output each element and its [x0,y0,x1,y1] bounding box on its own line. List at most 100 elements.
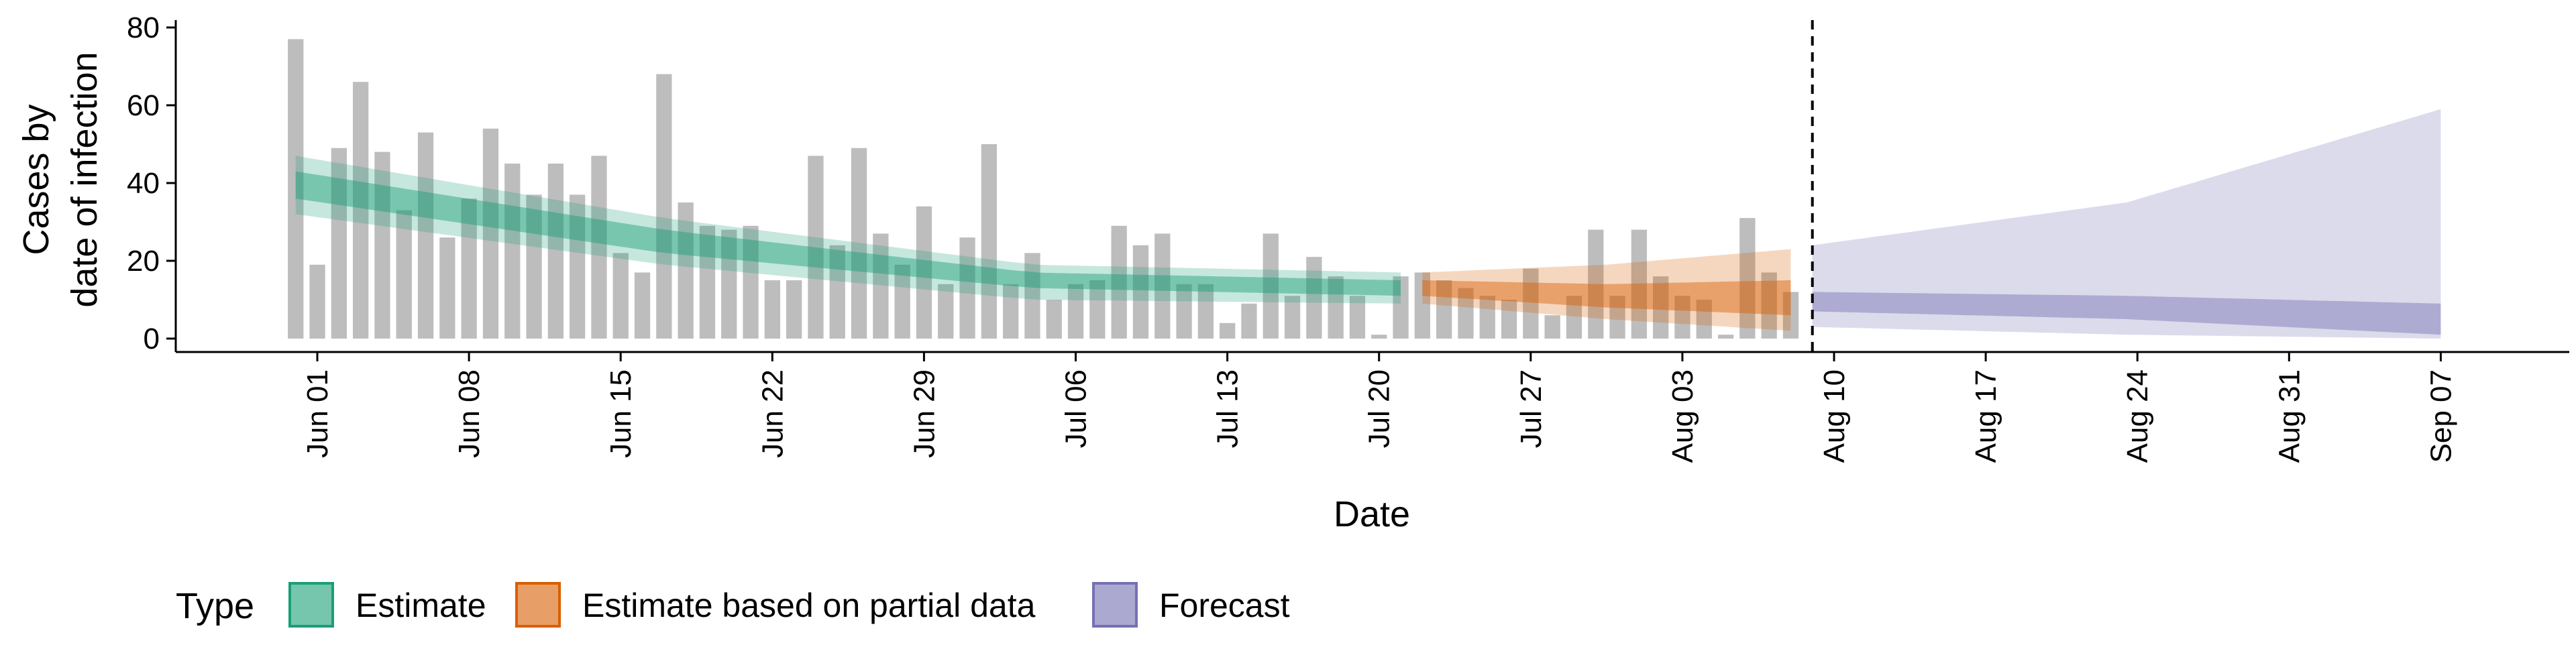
estimateouter-band [295,156,1401,304]
case-bar [1609,296,1625,339]
case-bar [786,280,802,339]
forecastinner-band [1812,292,2441,335]
case-bar [1414,272,1430,339]
case-bar [1501,300,1517,339]
case-bar [1132,245,1149,339]
case-bar [461,198,477,339]
case-bar [1306,257,1322,339]
legend-swatch-partial [515,582,561,628]
case-bar [1067,284,1084,339]
x-tick-label: Aug 03 [1666,369,1699,463]
case-bar [1761,272,1777,339]
x-tick-label: Jul 20 [1363,369,1396,448]
bands-layer [295,109,2441,339]
legend: Type Estimate Estimate based on partial … [176,582,1290,628]
case-bar [1696,300,1712,339]
y-tick-label: 0 [144,322,160,355]
case-bar [699,225,716,339]
case-bar [374,152,390,339]
estimateinner-band [295,171,1401,296]
case-bar [894,264,910,339]
case-bar [570,194,586,339]
case-bar [1111,225,1127,339]
case-bar [1197,284,1214,339]
case-bar [396,210,412,339]
case-bar [1523,268,1539,339]
case-bar [1155,233,1171,339]
case-bar [1653,276,1669,339]
x-tick-label: Aug 10 [1818,369,1851,463]
case-bar [1176,284,1192,339]
case-bar [482,128,499,339]
case-bar [916,206,932,339]
case-bar [1739,218,1756,339]
x-tick-label: Aug 17 [1970,369,2002,463]
case-bar [851,148,867,339]
y-axis-title-line2: date of infection [64,52,105,307]
y-tick-label: 60 [127,89,160,122]
case-bar [1674,296,1690,339]
case-bar [1089,280,1106,339]
estimate-based-on-partial-dataouter-band [1422,249,1791,331]
case-bar [353,82,369,339]
case-bar [591,156,607,339]
case-bar [1241,303,1257,339]
x-tick-label: Jul 27 [1515,369,1548,448]
legend-label-partial: Estimate based on partial data [582,587,1036,624]
y-tick-label: 40 [127,167,160,200]
case-bar [1220,322,1236,339]
case-bar [721,229,737,339]
estimate-based-on-partial-datainner-band [1422,280,1791,316]
case-bar [1263,233,1279,339]
bars-layer [288,39,1799,339]
case-bar [1782,292,1799,339]
case-bar [829,245,845,339]
case-bar [547,164,564,339]
case-bar [1479,296,1495,339]
x-tick-label: Aug 24 [2121,369,2154,463]
case-bar [331,148,347,339]
case-bar [1046,300,1062,339]
legend-swatch-forecast [1092,582,1138,628]
x-tick-label: Jun 15 [604,369,637,458]
case-bar [1566,296,1582,339]
x-tick-label: Jun 22 [756,369,789,458]
legend-title: Type [176,586,254,626]
x-tick-label: Aug 31 [2273,369,2306,463]
case-bar [439,237,455,339]
case-bar [1024,253,1040,339]
case-bar [1349,296,1366,339]
case-bar [634,272,651,339]
case-bar [417,132,434,339]
case-bar [1284,296,1301,339]
case-bar [1458,288,1474,339]
case-bar [873,233,889,339]
legend-label-estimate: Estimate [356,587,486,624]
legend-swatch-estimate [288,582,334,628]
y-axis-title-line1: Cases by [16,104,56,255]
case-bar [1631,229,1647,339]
case-bar [981,144,997,339]
case-bar [1436,280,1452,339]
axes-layer: 0 20 40 60 80 Jun 01 Jun 08 Jun 15 Jun 22 Jun 29 J… [127,11,2569,463]
x-tick-label: Jun 29 [908,369,941,458]
x-axis-title: Date [1334,494,1410,534]
case-bar [678,202,694,339]
case-bar [1328,276,1344,339]
case-bar [1717,335,1734,339]
case-bar [526,194,542,339]
x-tick-label: Jul 13 [1212,369,1244,448]
case-bar [959,237,975,339]
legend-label-forecast: Forecast [1159,587,1290,624]
case-bar [288,39,304,339]
y-tick-label: 20 [127,245,160,278]
x-tick-label: Jul 06 [1060,369,1093,448]
y-tick-label: 80 [127,11,160,44]
x-tick-label: Sep 07 [2424,369,2457,463]
forecastouter-band [1812,109,2441,339]
case-bar [1544,315,1560,339]
case-bar [656,74,672,339]
case-bar [504,164,521,339]
